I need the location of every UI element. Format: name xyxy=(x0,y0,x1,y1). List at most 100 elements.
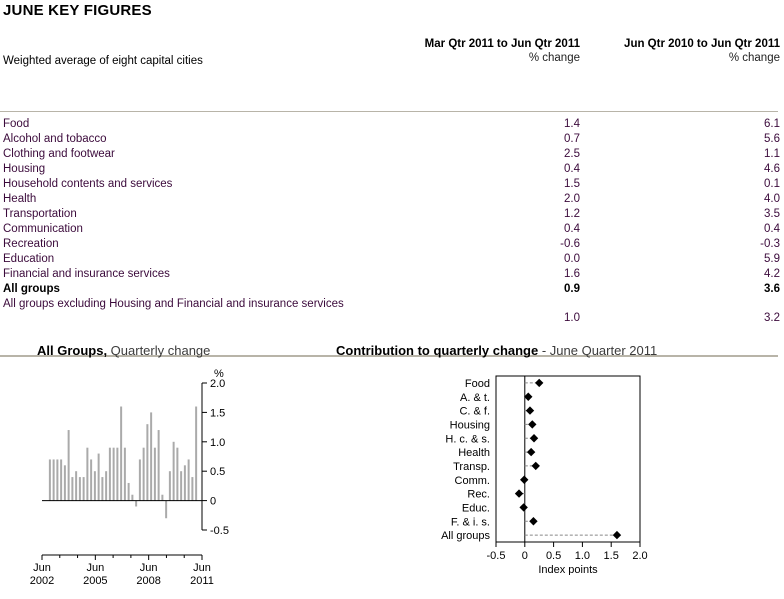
column-header-annual-sub: % change xyxy=(728,52,780,64)
table-row-label: Food xyxy=(3,118,30,130)
bar xyxy=(146,424,149,501)
x-axis-tick-label: 2008 xyxy=(136,575,160,587)
table-cell-annual-change: 3.2 xyxy=(764,312,780,324)
table-cell-quarterly-change: 1.6 xyxy=(564,268,580,280)
data-point xyxy=(528,420,537,429)
y-axis-tick-label: 1.5 xyxy=(210,407,225,419)
table-row-label: Household contents and services xyxy=(3,178,173,190)
bar xyxy=(187,459,190,501)
bar xyxy=(75,471,78,501)
table-cell-quarterly-change: 1.4 xyxy=(564,118,580,130)
table-body: Food 1.4 6.1 Alcohol and tobacco 0.7 5.6 Cloth… xyxy=(0,117,781,325)
data-point xyxy=(520,475,529,484)
bar xyxy=(142,447,145,501)
table-row: Food 1.4 6.1 xyxy=(0,117,781,132)
x-axis-tick-label: Jun xyxy=(86,562,104,574)
table-row-label: Financial and insurance services xyxy=(3,268,170,280)
table-cell-quarterly-change: 0.0 xyxy=(564,253,580,265)
bar xyxy=(63,465,66,501)
category-label: A. & t. xyxy=(460,392,490,404)
bar xyxy=(180,471,183,501)
x-axis-tick-label: 0 xyxy=(522,550,528,562)
table-cell-quarterly-change: 0.7 xyxy=(564,133,580,145)
table-cell-annual-change: 3.5 xyxy=(764,208,780,220)
category-label: Housing xyxy=(450,419,490,431)
data-point xyxy=(525,406,535,415)
table-row-label: Alcohol and tobacco xyxy=(3,133,107,145)
y-axis-tick-label: 0 xyxy=(210,496,216,508)
column-header-quarterly-sub: % change xyxy=(528,52,580,64)
y-axis-unit-label: % xyxy=(214,368,224,380)
y-axis-tick-label: 0.5 xyxy=(210,466,225,478)
bar xyxy=(131,494,134,501)
data-point xyxy=(531,461,540,471)
data-point xyxy=(529,434,539,443)
column-header-quarterly-title: Mar Qtr 2011 to Jun Qtr 2011 xyxy=(424,38,580,50)
bar xyxy=(108,447,111,501)
x-axis-tick-label: Jun xyxy=(140,562,158,574)
category-label: Comm. xyxy=(455,475,490,487)
table-row: Health 2.0 4.0 xyxy=(0,192,781,207)
data-point xyxy=(524,392,533,401)
table-row: Household contents and services 1.5 0.1 xyxy=(0,177,781,192)
x-axis-tick-label: 2011 xyxy=(190,575,214,587)
table-cell-quarterly-change: 0.4 xyxy=(564,163,580,175)
left-chart-title-rest: Quarterly change xyxy=(107,343,211,358)
dot-chart-svg: Food A. & t. C. & f.Housing H. c. & s. Healt… xyxy=(441,375,648,575)
table-cell-quarterly-change: 1.5 xyxy=(564,178,580,190)
bar xyxy=(86,447,89,501)
category-label: Rec. xyxy=(467,489,490,501)
table-cell-annual-change: 1.1 xyxy=(764,148,780,160)
table-cell-annual-change: 6.1 xyxy=(764,118,780,130)
table-header: Mar Qtr 2011 to Jun Qtr 2011 % change Ju… xyxy=(0,37,781,73)
table-cell-annual-change: 5.6 xyxy=(764,133,780,145)
category-label: F. & i. s. xyxy=(451,516,490,528)
bar xyxy=(71,477,74,501)
all-groups-quarterly-change-chart: -0.5 0 0.5 1.0 1.5 2.0% Jun 2002 Jun 2005 Jun 2008 J… xyxy=(30,365,290,595)
x-axis-tick-label: 2.0 xyxy=(632,550,647,562)
bar xyxy=(52,459,55,501)
bar xyxy=(67,430,70,501)
bar xyxy=(78,477,81,501)
table-row-label: Communication xyxy=(3,223,83,235)
table-row-label: All groups excluding Housing and Financi… xyxy=(3,298,344,310)
table-cell-annual-change: 3.6 xyxy=(764,283,780,295)
table-cell-quarterly-change: 0.9 xyxy=(564,283,580,295)
category-label: All groups xyxy=(441,530,490,542)
bar xyxy=(93,471,96,501)
key-figures-table: Mar Qtr 2011 to Jun Qtr 2011 % change Ju… xyxy=(0,37,781,357)
category-label: C. & f. xyxy=(459,406,490,418)
table-cell-quarterly-change: 2.5 xyxy=(564,148,580,160)
category-label: Health xyxy=(458,447,490,459)
bar xyxy=(101,477,104,501)
table-cell-quarterly-change: -0.6 xyxy=(560,238,580,250)
table-row-label: Recreation xyxy=(3,238,59,250)
right-chart-title: Contribution to quarterly change - June … xyxy=(336,343,657,358)
x-axis-tick-label: 2002 xyxy=(30,575,54,587)
left-chart-title: All Groups, Quarterly change xyxy=(37,343,210,358)
x-axis-tick-label: -0.5 xyxy=(487,550,506,562)
bar xyxy=(172,441,175,501)
bar xyxy=(105,471,108,501)
x-axis-tick-label: 1.0 xyxy=(575,550,590,562)
x-axis-tick-label: 2005 xyxy=(83,575,107,587)
table-cell-annual-change: 4.0 xyxy=(764,193,780,205)
table-cell-quarterly-change: 0.4 xyxy=(564,223,580,235)
category-label: Transp. xyxy=(453,461,490,473)
table-row-label: Transportation xyxy=(3,208,77,220)
table-cell-annual-change: 0.1 xyxy=(764,178,780,190)
bar xyxy=(90,459,93,501)
bar xyxy=(48,459,51,501)
plot-frame xyxy=(495,375,641,543)
x-axis-tick-label: Jun xyxy=(193,562,211,574)
bar xyxy=(157,430,160,501)
left-chart-title-bold: All Groups, xyxy=(37,343,108,358)
bar xyxy=(112,447,115,501)
x-axis-tick-label: Jun xyxy=(33,562,51,574)
bar xyxy=(191,477,194,501)
table-bottom-rule xyxy=(0,355,778,357)
table-row: All groups 0.9 3.6 xyxy=(0,282,781,297)
bar xyxy=(153,447,156,501)
data-point xyxy=(514,489,524,498)
bar xyxy=(127,482,130,501)
